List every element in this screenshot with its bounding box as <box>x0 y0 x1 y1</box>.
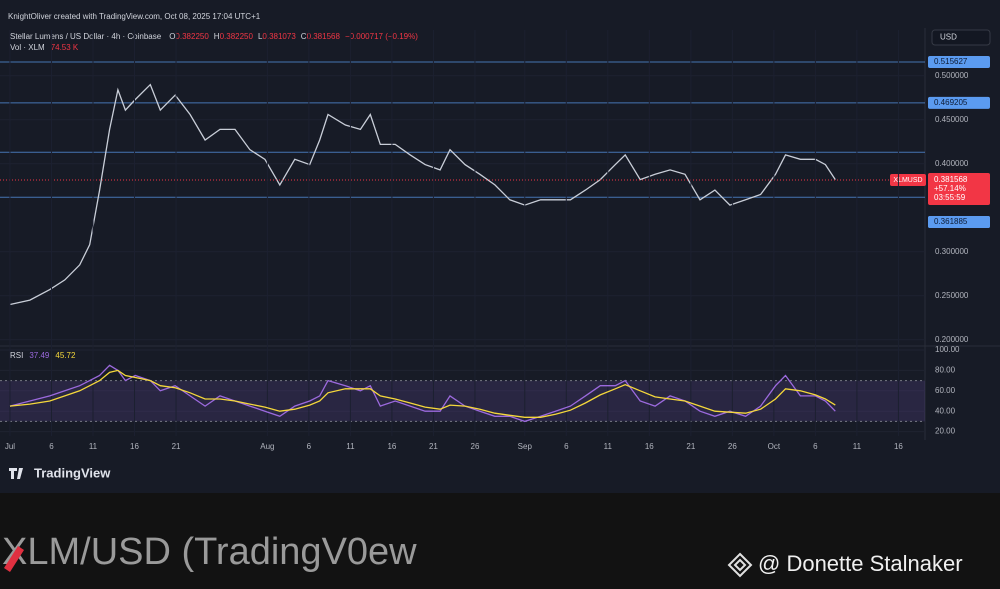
brand-logo <box>9 468 23 479</box>
volume-value: 74.53 K <box>51 43 79 52</box>
x-tick-label: 6 <box>813 442 818 451</box>
quote-key: O <box>169 32 175 41</box>
y-tick-label: 0.250000 <box>935 291 969 300</box>
rsi-value: 37.49 <box>29 351 50 360</box>
y-tick-label: 80.00 <box>935 365 956 374</box>
rsi-title: RSI <box>10 351 23 360</box>
x-tick-label: 11 <box>853 442 862 451</box>
x-tick-label: 16 <box>387 442 396 451</box>
x-tick-label: 6 <box>49 442 54 451</box>
brand[interactable]: TradingView <box>34 465 111 480</box>
currency-box <box>931 29 991 46</box>
last-label: 0.381568 <box>934 175 968 184</box>
y-tick-label: 100.00 <box>935 345 960 354</box>
level-box <box>928 96 990 109</box>
quote-value: 0.381568 <box>307 32 341 41</box>
x-tick-label: 26 <box>471 442 480 451</box>
last-countdown: 03:55:59 <box>934 193 966 202</box>
series-line <box>9 369 836 418</box>
x-tick-label: 16 <box>645 442 654 451</box>
x-tick-label: Sep <box>518 442 533 451</box>
level-box <box>928 56 990 69</box>
quote-value: 0.381073 <box>262 32 296 41</box>
quote-change: −0.000717 (−0.19%) <box>345 32 418 41</box>
y-tick-label: 0.500000 <box>935 71 969 80</box>
x-tick-label: 6 <box>564 442 569 451</box>
caption: XLM/USD (TradingV0ew <box>2 531 417 573</box>
y-tick-label: 0.450000 <box>935 115 969 124</box>
volume-label: Vol · XLM <box>10 43 45 52</box>
x-tick-label: Aug <box>260 442 274 451</box>
series-tag-box <box>890 173 926 186</box>
rsi-ma-value: 45.72 <box>55 351 76 360</box>
quote-key: C <box>301 32 307 41</box>
y-tick-label: 20.00 <box>935 427 956 436</box>
x-tick-label: 11 <box>604 442 613 451</box>
level-box <box>928 215 990 228</box>
y-tick-label: 0.400000 <box>935 159 969 168</box>
x-tick-label: 6 <box>307 442 312 451</box>
quote-value: 0.382250 <box>175 32 209 41</box>
last-change: +57.14% <box>934 184 966 193</box>
level-label: 0.515627 <box>934 57 968 66</box>
x-tick-label: 11 <box>89 442 98 451</box>
x-tick-label: 21 <box>429 442 438 451</box>
legend-title: Stellar Lumens / US Dollar · 4h · Coinba… <box>10 32 162 41</box>
x-tick-label: 21 <box>686 442 695 451</box>
x-tick-label: Oct <box>768 442 781 451</box>
last-box <box>928 172 990 205</box>
rsi-band <box>0 380 925 422</box>
level-label: 0.361885 <box>934 217 968 226</box>
level-label: 0.469205 <box>934 98 968 107</box>
y-tick-label: 0.300000 <box>935 247 969 256</box>
quote-value: 0.382250 <box>220 32 254 41</box>
currency: USD <box>940 33 957 42</box>
x-tick-label: 16 <box>894 442 903 451</box>
x-tick-label: Jul <box>5 442 15 451</box>
caption-mark <box>4 546 24 572</box>
y-tick-label: 60.00 <box>935 386 956 395</box>
y-tick-label: 0.200000 <box>935 335 969 344</box>
x-tick-label: 26 <box>728 442 737 451</box>
y-tick-label: 40.00 <box>935 406 956 415</box>
x-tick-label: 21 <box>172 442 181 451</box>
x-tick-label: 16 <box>130 442 139 451</box>
header: KnightOliver created with TradingView.co… <box>8 12 261 21</box>
quote-key: L <box>258 32 263 41</box>
watermark: @ Donette Stalnaker <box>758 551 963 576</box>
series-line <box>9 83 836 306</box>
quote-key: H <box>214 32 220 41</box>
series-line <box>9 364 836 423</box>
x-tick-label: 11 <box>346 442 355 451</box>
series-tag: XLMUSD <box>893 177 922 184</box>
watermark-icon <box>727 552 753 578</box>
